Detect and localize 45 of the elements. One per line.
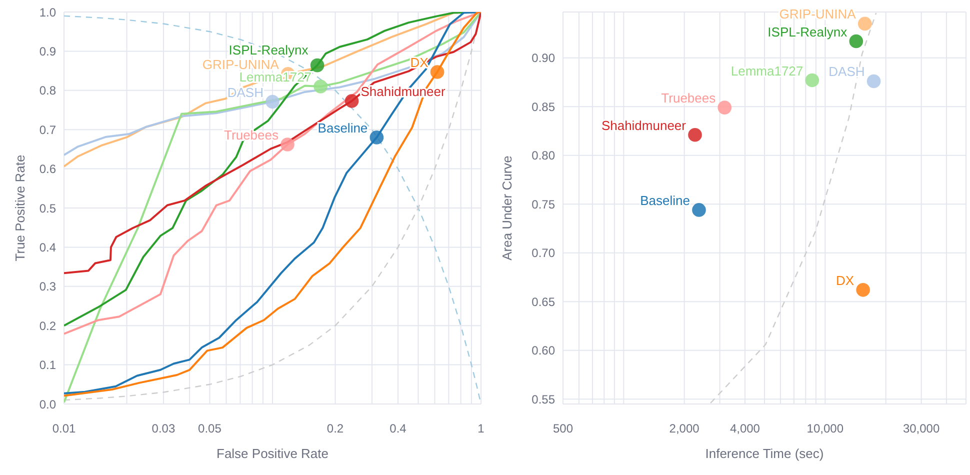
x-axis-title: Inference Time (sec) (705, 446, 824, 461)
series-label: GRIP-UNINA (779, 6, 856, 22)
series-label: Baseline (640, 192, 690, 208)
y-tick-label: 0.80 (532, 148, 556, 163)
x-tick-label: 0.4 (390, 422, 407, 436)
y-tick-label: 0.7 (39, 122, 56, 137)
series-label: DX (836, 272, 854, 288)
series-label: DASH (828, 64, 865, 80)
y-tick-label: 0.60 (532, 344, 556, 358)
x-tick-label: 0.03 (152, 422, 176, 436)
y-tick-label: 0.90 (532, 51, 556, 66)
y-tick-label: 0.3 (39, 280, 56, 294)
x-axis-title: False Positive Rate (216, 446, 328, 461)
y-tick-label: 0.65 (532, 294, 556, 309)
x-tick-label: 0.01 (52, 422, 76, 436)
x-tick-label: 4,000 (730, 422, 760, 436)
x-tick-label: 10,000 (806, 422, 844, 436)
series-label: Truebees (661, 90, 716, 106)
x-tick-label: 1 (478, 422, 485, 436)
series-label: Baseline (318, 120, 368, 136)
y-axis-title: Area Under Curve (500, 156, 515, 260)
y-tick-label: 0.55 (532, 392, 556, 406)
y-tick-label: 0.9 (39, 44, 56, 58)
y-tick-label: 0.70 (532, 246, 556, 260)
x-tick-label: 0.2 (326, 422, 344, 436)
y-tick-label: 0.85 (532, 100, 556, 114)
y-tick-label: 0.75 (532, 197, 556, 212)
y-tick-label: 0.8 (39, 84, 56, 98)
series-label: GRIP-UNINA (202, 56, 280, 72)
series-label: Lemma1727 (730, 63, 804, 78)
series-label: ISPL-Realynx (768, 24, 848, 40)
x-tick-label: 30,000 (902, 422, 940, 436)
y-axis-title: True Positive Rate (12, 154, 28, 262)
y-tick-label: 0.2 (39, 318, 56, 333)
y-tick-label: 0.1 (39, 358, 56, 372)
series-label: Shahidmuneer (601, 118, 687, 133)
x-tick-label: 500 (552, 422, 574, 436)
y-tick-label: 0.5 (39, 201, 56, 216)
y-tick-label: 0.4 (39, 240, 56, 254)
y-tick-label: 0.0 (39, 397, 56, 412)
series-label: ISPL-Realynx (228, 42, 309, 58)
y-tick-label: 1.0 (39, 5, 56, 20)
x-tick-label: 2,000 (669, 422, 700, 436)
y-tick-label: 0.6 (39, 162, 56, 176)
x-tick-label: 0.05 (198, 422, 222, 436)
